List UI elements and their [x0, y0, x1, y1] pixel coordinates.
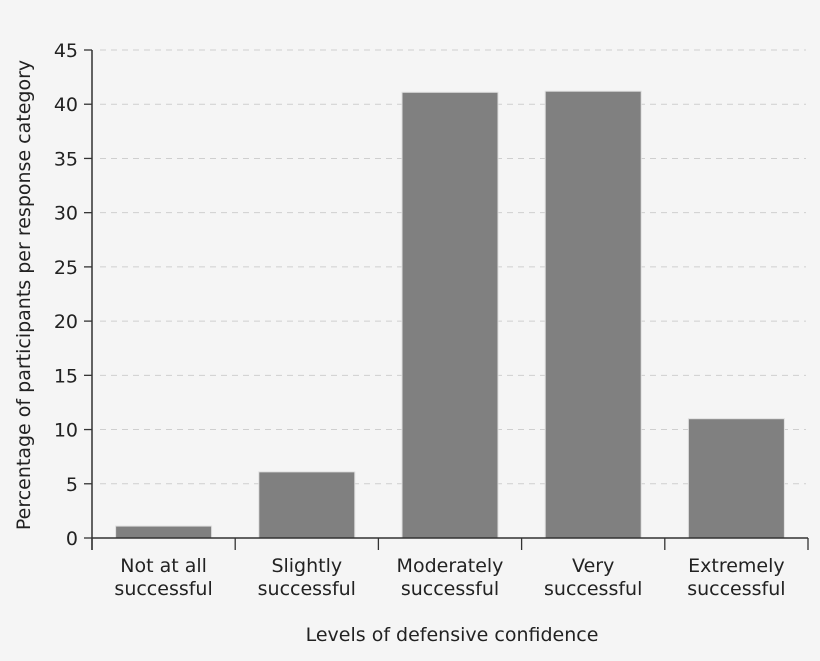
x-tick-label-line: successful [258, 578, 356, 600]
bar [687, 418, 785, 539]
x-tick-label-line: Moderately [397, 555, 504, 577]
y-tick-label: 45 [54, 40, 78, 62]
y-tick-label: 35 [54, 148, 78, 170]
x-tick-label: Very successful [544, 555, 642, 600]
axes [84, 49, 809, 550]
x-tick-label-line: successful [544, 578, 642, 600]
bar [544, 90, 642, 539]
y-tick-label: 10 [54, 420, 78, 442]
bar [115, 525, 213, 539]
x-tick-label-line: Slightly [271, 555, 342, 577]
x-tick-label: Slightly successful [258, 555, 356, 600]
x-axis-label: Levels of defensive confidence [306, 624, 599, 646]
y-tick-label: 15 [54, 365, 78, 387]
x-tick-label-line: successful [114, 578, 212, 600]
y-tick-label: 5 [66, 474, 78, 496]
y-tick-label: 30 [54, 203, 78, 225]
y-axis-label: Percentage of participants per response … [13, 60, 35, 530]
x-tick-label-line: Very [572, 555, 614, 577]
bar [401, 91, 499, 539]
y-tick-label: 25 [54, 257, 78, 279]
x-tick-label-line: Not at all [120, 555, 207, 577]
y-tick-label: 20 [54, 311, 78, 333]
x-tick-label: Not at all successful [114, 555, 212, 600]
x-tick-label-line: successful [687, 578, 785, 600]
x-tick-label-line: Extremely [688, 555, 785, 577]
y-tick-labels: 0 5 10 15 20 25 30 35 40 45 [54, 40, 78, 550]
bar [258, 471, 356, 539]
y-tick-label: 0 [66, 528, 78, 550]
bars [115, 90, 785, 539]
x-tick-label-line: successful [401, 578, 499, 600]
y-tick-label: 40 [54, 94, 78, 116]
x-tick-label: Extremely successful [687, 555, 785, 600]
x-tick-label: Moderately successful [397, 555, 504, 600]
